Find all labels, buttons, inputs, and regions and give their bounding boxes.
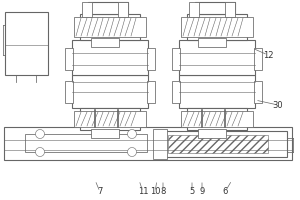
Bar	[254, 48, 262, 70]
Bar	[82, 2, 92, 17]
Bar	[254, 81, 262, 103]
Bar	[72, 40, 148, 75]
Bar	[187, 108, 247, 130]
Text: 11: 11	[138, 188, 148, 196]
Circle shape	[35, 130, 44, 138]
Text: 12: 12	[263, 50, 273, 60]
Bar	[147, 81, 155, 103]
Text: 30: 30	[273, 100, 283, 110]
Bar	[91, 129, 119, 138]
Bar	[172, 48, 180, 70]
Text: 7: 7	[97, 188, 103, 196]
Bar	[225, 2, 235, 17]
Text: 10: 10	[150, 188, 160, 196]
Bar	[179, 75, 255, 108]
Circle shape	[128, 148, 136, 156]
Bar	[65, 48, 73, 70]
Text: 9: 9	[200, 188, 205, 196]
Bar	[88, 2, 128, 14]
Bar	[80, 108, 140, 130]
Bar	[195, 2, 235, 14]
Bar	[157, 131, 287, 157]
Bar	[118, 2, 128, 17]
Bar	[181, 17, 253, 37]
Circle shape	[128, 130, 136, 138]
Bar	[25, 134, 147, 152]
Bar	[179, 40, 255, 75]
Bar	[198, 129, 226, 138]
Bar	[153, 129, 167, 159]
Bar	[74, 111, 146, 127]
Bar	[181, 111, 253, 127]
Text: 8: 8	[160, 188, 166, 196]
Bar	[189, 2, 199, 17]
Bar	[198, 38, 226, 47]
Circle shape	[35, 148, 44, 156]
Bar	[72, 75, 148, 108]
Bar	[168, 135, 268, 153]
Text: 5: 5	[189, 188, 195, 196]
Bar	[74, 17, 146, 37]
Bar	[4, 127, 292, 160]
Text: 6: 6	[222, 188, 228, 196]
Bar	[80, 14, 140, 40]
Bar	[91, 38, 119, 47]
Bar	[65, 81, 73, 103]
Bar	[5, 12, 48, 75]
Bar	[172, 81, 180, 103]
Bar	[187, 14, 247, 40]
Bar	[147, 48, 155, 70]
